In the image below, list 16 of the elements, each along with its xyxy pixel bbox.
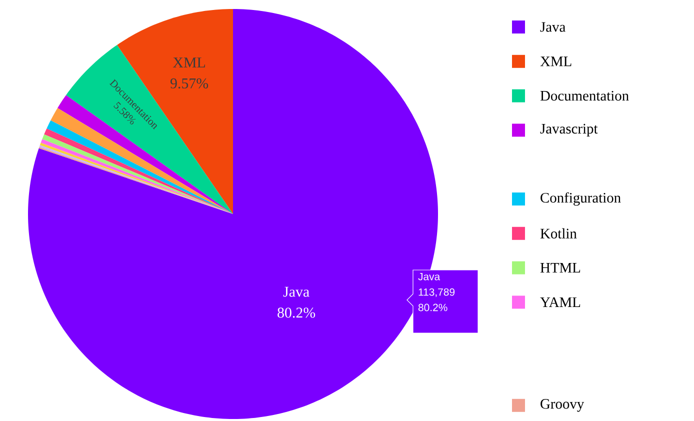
slice-label: Java: [283, 286, 310, 297]
data-label: 9.57%: [170, 78, 208, 88]
legend-label: Javascript: [540, 124, 598, 137]
legend-label: HTML: [540, 263, 580, 273]
legend-label: Groovy: [540, 399, 584, 412]
text: Java: [418, 273, 440, 280]
legend-label: Documentation: [540, 90, 629, 101]
legend-label: Java: [540, 22, 566, 32]
text: 113,789: [418, 288, 455, 297]
legend-label: YAML: [540, 297, 580, 307]
legend-label: Kotlin: [540, 228, 577, 238]
slice-label: XML: [173, 58, 205, 68]
data-label: 80.2%: [278, 308, 316, 318]
legend-label: Configuration: [540, 192, 621, 206]
legend-label: XML: [540, 56, 572, 66]
text: 80.2%: [418, 304, 448, 312]
